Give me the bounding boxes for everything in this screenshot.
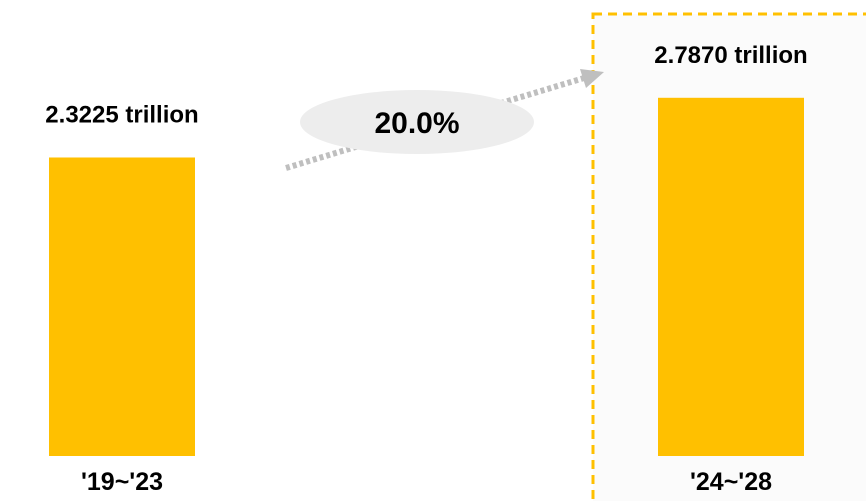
bar-24-28	[658, 97, 804, 457]
value-label-19-23: 2.3225 trillion	[45, 101, 198, 128]
growth-arrow-head	[580, 69, 604, 88]
growth-annotation-label: 20.0%	[374, 107, 459, 140]
growth-annotation-bubble	[300, 90, 534, 154]
value-label-24-28: 2.7870 trillion	[654, 42, 807, 69]
category-label-19-23: '19~'23	[81, 468, 163, 496]
category-label-24-28: '24~'28	[690, 468, 772, 496]
bar-19-23	[49, 157, 195, 456]
